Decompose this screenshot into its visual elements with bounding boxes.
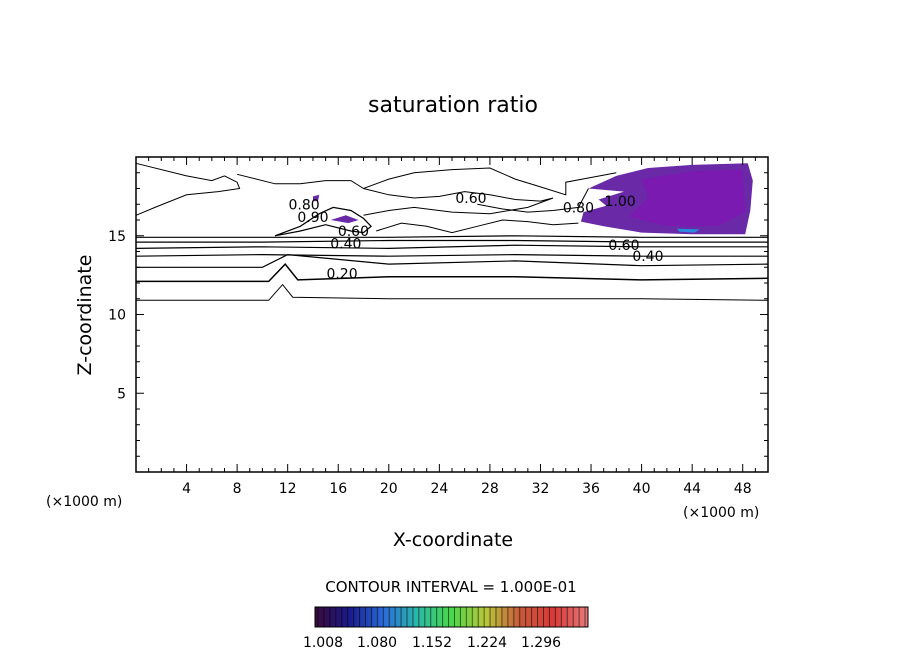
contour-labels: 0.600.800.900.600.400.200.80 1.000.600.40	[289, 191, 664, 283]
x-tick-label: 44	[683, 481, 701, 497]
fill-region-tiny	[313, 194, 320, 202]
contour-label: 1.00	[605, 194, 636, 210]
contour-lines	[135, 162, 769, 301]
colorbar: 1.008 1.080 1.152 1.224 1.296	[303, 606, 589, 651]
contour-upper-mid	[236, 167, 617, 196]
contour-0.20	[136, 262, 769, 283]
contour-label: 0.40	[330, 237, 361, 253]
y-axis-label: Z-coordinate	[74, 255, 96, 376]
contour-0.50	[135, 244, 768, 250]
contour-0.80-loop	[274, 206, 372, 237]
y-tick-label: 5	[117, 386, 126, 402]
x-tick-label: 48	[734, 481, 752, 497]
contour-right-approach	[477, 188, 589, 213]
contour-0.10	[136, 283, 769, 301]
x-tick-label: 28	[481, 481, 499, 497]
contour-label: 0.40	[632, 249, 663, 265]
contour-label: 0.60	[455, 191, 486, 207]
contour-label: 0.90	[297, 210, 328, 226]
plot-area: 0.600.800.900.600.400.200.80 1.000.600.40…	[108, 156, 769, 497]
contour-interval-text: CONTOUR INTERVAL = 1.000E-01	[325, 578, 576, 596]
contour-label: 0.60	[338, 224, 369, 240]
colorbar-tick-label: 1.080	[357, 635, 397, 651]
x-tick-label: 4	[182, 481, 191, 497]
x-unit-right: (×1000 m)	[683, 505, 759, 521]
x-tick-label: 16	[329, 481, 347, 497]
colorbar-gradient	[314, 606, 589, 628]
saturation-fill-regions	[313, 163, 753, 235]
x-tick-label: 12	[279, 481, 297, 497]
x-tick-label: 32	[532, 481, 550, 497]
fill-region-highlight	[677, 228, 700, 233]
contour-label: 0.80	[563, 200, 594, 216]
contour-label: 0.60	[608, 238, 639, 254]
contour-0.30	[136, 253, 769, 268]
fill-region-small	[330, 215, 359, 224]
contour-label: 0.80	[289, 197, 320, 213]
colorbar-tick-label: 1.296	[521, 635, 561, 651]
x-unit-left: (×1000 m)	[46, 494, 122, 510]
y-tick-label: 15	[108, 229, 126, 245]
x-axis-label: X-coordinate	[393, 529, 513, 551]
chart-title: saturation ratio	[368, 93, 538, 118]
x-tick-label: 40	[633, 481, 651, 497]
colorbar-tick-label: 1.224	[467, 635, 507, 651]
contour-0.70	[136, 235, 768, 238]
contour-0.60-band	[363, 188, 554, 216]
colorbar-tick-labels: 1.008 1.080 1.152 1.224 1.296	[303, 635, 561, 651]
fill-region-core	[629, 169, 746, 227]
colorbar-tick-label: 1.008	[303, 635, 343, 651]
colorbar-stripes	[317, 607, 586, 627]
x-tick-label: 8	[233, 481, 242, 497]
y-tick-label: 10	[108, 308, 126, 324]
contour-upper-left	[135, 162, 241, 216]
x-tick-label: 36	[582, 481, 600, 497]
contour-0.60	[136, 239, 768, 243]
contour-0.40	[135, 253, 768, 257]
contour-mid-wave	[376, 219, 579, 234]
colorbar-tick-label: 1.152	[412, 635, 452, 651]
x-tick-label: 24	[430, 481, 448, 497]
contour-label: 0.20	[326, 267, 357, 283]
x-tick-label: 20	[380, 481, 398, 497]
